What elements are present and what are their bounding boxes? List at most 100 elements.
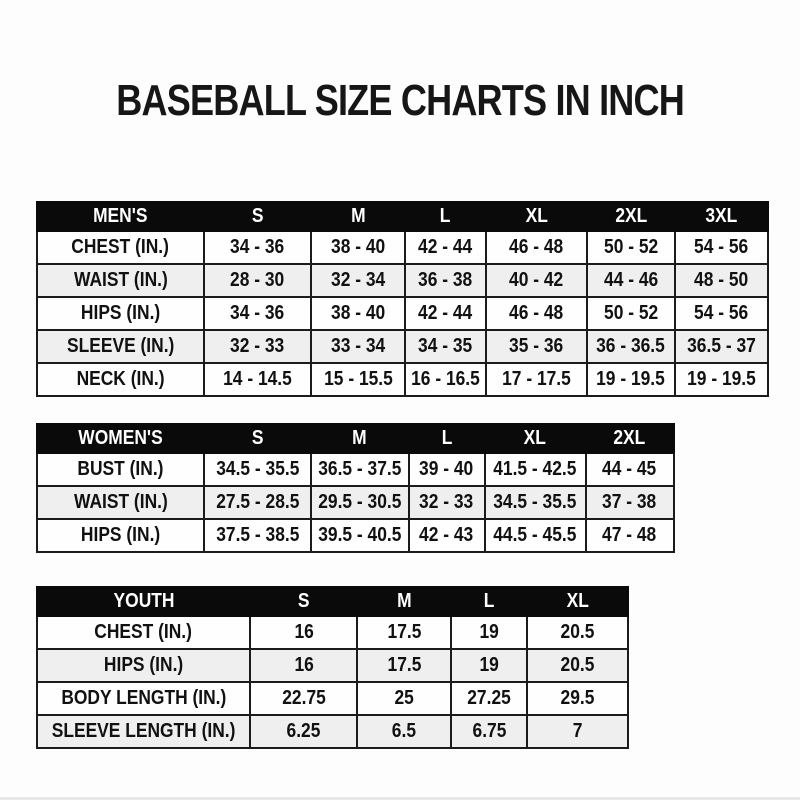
row-label-cell: SLEEVE (IN.)	[36, 329, 205, 364]
size-value-cell: 40 - 42	[484, 263, 588, 298]
size-column-header-text: S	[297, 590, 310, 612]
size-value-text: 50 - 52	[603, 236, 659, 258]
size-column-header: M	[310, 201, 406, 232]
table-title-text: WOMEN'S	[78, 427, 163, 449]
size-value-text: 22.75	[281, 687, 326, 709]
size-value-cell: 20.5	[526, 615, 630, 650]
size-value-text: 42 - 44	[418, 302, 473, 324]
page-title-text: BASEBALL SIZE CHARTS IN INCH	[116, 76, 685, 125]
size-value-cell: 16	[249, 648, 359, 683]
size-value-text: 27.25	[467, 687, 511, 709]
table-row: CHEST (IN.) 16 17.5 19 20.5	[35, 615, 630, 650]
size-value-cell: 6.75	[450, 714, 529, 749]
table-title-cell: MEN'S	[36, 201, 205, 232]
size-value-text: 6.75	[472, 720, 507, 742]
size-value-cell: 20.5	[526, 648, 630, 683]
size-value-cell: 27.25	[450, 681, 529, 716]
size-value-text: 32 - 33	[419, 491, 474, 513]
table-title-text: MEN'S	[93, 205, 148, 227]
size-value-cell: 42 - 43	[407, 518, 486, 553]
size-value-cell: 32 - 33	[407, 485, 486, 520]
size-value-text: 34.5 - 35.5	[215, 458, 300, 480]
row-label-text: BUST (IN.)	[77, 458, 164, 480]
row-label-cell: HIPS (IN.)	[36, 296, 205, 331]
size-column-header: M	[310, 423, 410, 454]
size-value-text: 29.5	[560, 687, 595, 709]
size-value-cell: 44 - 46	[585, 263, 676, 298]
size-value-text: 17.5	[387, 621, 422, 643]
size-column-header-text: 2XL	[614, 205, 647, 227]
row-label-cell: CHEST (IN.)	[35, 615, 252, 650]
size-value-text: 39.5 - 40.5	[318, 524, 402, 546]
size-value-cell: 54 - 56	[673, 296, 769, 331]
row-label-cell: BODY LENGTH (IN.)	[35, 681, 252, 716]
size-value-cell: 34.5 - 35.5	[203, 452, 312, 487]
size-column-header: XL	[483, 423, 587, 454]
table-header-row: YOUTH S M L XL	[35, 586, 630, 617]
size-column-header: 3XL	[673, 201, 769, 232]
size-value-cell: 44 - 45	[584, 452, 675, 487]
size-value-text: 39 - 40	[419, 458, 474, 480]
size-value-text: 38 - 40	[330, 236, 386, 258]
table-row: SLEEVE LENGTH (IN.) 6.25 6.5 6.75 7	[35, 714, 630, 749]
size-value-cell: 22.75	[249, 681, 359, 716]
size-column-header: S	[203, 423, 312, 454]
size-column-header: L	[404, 201, 487, 232]
size-value-text: 25	[394, 687, 414, 709]
size-value-text: 17.5	[387, 654, 422, 676]
size-value-text: 44 - 45	[602, 458, 657, 480]
size-value-cell: 34.5 - 35.5	[483, 485, 587, 520]
row-label-text: HIPS (IN.)	[103, 654, 184, 676]
table-row: WAIST (IN.) 27.5 - 28.5 29.5 - 30.5 32 - 33…	[36, 485, 675, 520]
row-label-text: CHEST (IN.)	[94, 621, 193, 643]
size-value-text: 54 - 56	[694, 236, 749, 258]
size-column-header-text: XL	[525, 205, 548, 227]
row-label-cell: BUST (IN.)	[36, 452, 205, 487]
size-value-text: 34.5 - 35.5	[493, 491, 577, 513]
table-row: SLEEVE (IN.) 32 - 33 33 - 34 34 - 35 35 - 36…	[36, 329, 769, 364]
size-value-text: 33 - 34	[330, 335, 386, 357]
table-title-text: YOUTH	[113, 590, 175, 612]
table-row: CHEST (IN.) 34 - 36 38 - 40 42 - 44 46 - 48 5…	[36, 230, 769, 265]
size-value-text: 34 - 35	[418, 335, 473, 357]
size-value-cell: 27.5 - 28.5	[203, 485, 312, 520]
table-title-cell: WOMEN'S	[36, 423, 205, 454]
size-value-cell: 47 - 48	[584, 518, 675, 553]
size-column-header: L	[407, 423, 486, 454]
table-row: BUST (IN.) 34.5 - 35.5 36.5 - 37.5 39 - 40 4…	[36, 452, 675, 487]
size-value-cell: 46 - 48	[484, 230, 588, 265]
size-value-cell: 17.5	[356, 648, 453, 683]
size-value-text: 14 - 14.5	[223, 368, 292, 390]
size-value-text: 32 - 33	[230, 335, 285, 357]
size-value-cell: 37.5 - 38.5	[203, 518, 312, 553]
row-label-cell: NECK (IN.)	[36, 362, 205, 397]
size-value-text: 34 - 36	[230, 302, 285, 324]
size-value-text: 19	[479, 654, 499, 676]
table-header-row: WOMEN'S S M L XL 2XL	[36, 423, 675, 454]
row-label-text: SLEEVE (IN.)	[66, 335, 175, 357]
size-value-text: 16	[293, 654, 314, 676]
size-value-cell: 46 - 48	[484, 296, 588, 331]
mens-size-table: MEN'S S M L XL 2XL 3XL CHEST (IN.) 34 - 36 38 - 4…	[36, 201, 769, 397]
size-value-cell: 36 - 38	[404, 263, 487, 298]
size-column-header: XL	[526, 586, 630, 617]
size-value-text: 19 - 19.5	[687, 368, 756, 390]
size-value-text: 44.5 - 45.5	[493, 524, 577, 546]
size-column-header: M	[356, 586, 453, 617]
table-row: HIPS (IN.) 37.5 - 38.5 39.5 - 40.5 42 - 43 4…	[36, 518, 675, 553]
table-row: NECK (IN.) 14 - 14.5 15 - 15.5 16 - 16.5 17 …	[36, 362, 769, 397]
size-value-cell: 34 - 35	[404, 329, 487, 364]
row-label-cell: WAIST (IN.)	[36, 263, 205, 298]
size-value-text: 29.5 - 30.5	[318, 491, 402, 513]
size-value-cell: 36.5 - 37	[673, 329, 769, 364]
size-value-text: 28 - 30	[230, 269, 285, 291]
size-value-text: 20.5	[560, 621, 595, 643]
size-value-cell: 16	[249, 615, 359, 650]
size-value-cell: 44.5 - 45.5	[483, 518, 587, 553]
size-column-header: XL	[484, 201, 588, 232]
size-column-header-text: S	[251, 205, 264, 227]
size-value-text: 16	[293, 621, 314, 643]
size-column-header-text: XL	[524, 427, 547, 449]
size-column-header-text: L	[440, 205, 451, 227]
size-value-cell: 6.25	[249, 714, 359, 749]
